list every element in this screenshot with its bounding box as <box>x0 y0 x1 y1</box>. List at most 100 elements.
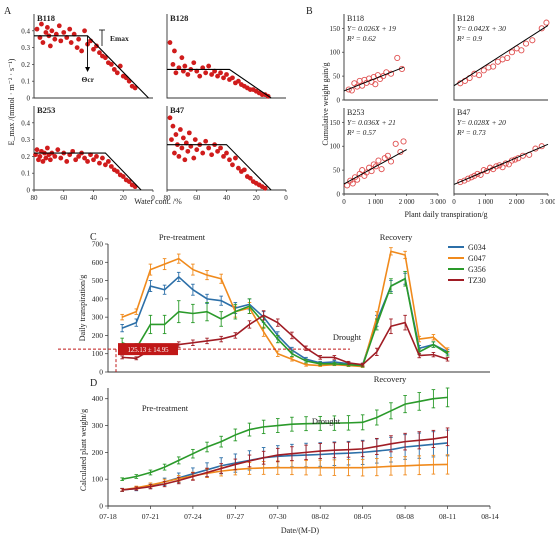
panel-b-xtick-label: 2 000 <box>509 198 525 206</box>
panel-a-fit-line <box>167 144 272 191</box>
panel-b-xtick-label: 0 <box>342 198 346 206</box>
panel-a-point <box>91 157 96 163</box>
panel-b-point <box>476 72 483 79</box>
panel-a-point <box>43 155 49 161</box>
panel-a-ytick-label: 0.4 <box>21 119 30 127</box>
panel-a-point <box>44 25 50 30</box>
panel-a-point <box>40 40 46 45</box>
panel-a-point <box>215 148 220 154</box>
panel-a-theta-label: Θcr <box>82 75 95 84</box>
panel-c-series-line <box>121 277 448 367</box>
panel-a-point <box>76 36 82 42</box>
panel-b-point <box>359 82 366 89</box>
panel-b-xtick-label: 3 000 <box>430 198 446 206</box>
panel-a-point <box>170 123 176 129</box>
panel-a-point <box>44 145 50 151</box>
panel-a-ytick-label: 0.4 <box>21 27 30 35</box>
panel-b-point <box>504 54 511 62</box>
panel-a-theta-arrowhead <box>85 67 91 72</box>
panel-b-subplot-label: B128 <box>457 14 474 23</box>
panel-a-fit-line <box>167 68 272 99</box>
panel-a-xtick-label: 80 <box>164 194 172 202</box>
panel-c-pretreatment-label: Pre-treatment <box>159 232 206 242</box>
panel-a-point <box>76 154 82 159</box>
panel-a-point <box>167 115 173 121</box>
panel-a-point <box>221 154 226 159</box>
panel-a-emax-label: Emax <box>110 34 129 43</box>
panel-a-point <box>176 154 182 159</box>
panel-a-point <box>179 145 185 151</box>
panel-b-point <box>523 40 530 47</box>
panel-a-point <box>185 148 191 154</box>
panel-a-point <box>58 38 64 44</box>
panel-c-legend-label: G356 <box>468 265 486 274</box>
panel-d-ytick-label: 200 <box>92 448 104 457</box>
panel-a-ytick-label: 0.1 <box>21 170 30 178</box>
panel-a-point <box>67 26 73 32</box>
panel-a-point <box>262 185 268 191</box>
panel-a-ytick-label: 0.1 <box>21 78 30 86</box>
panel-a-point <box>52 154 58 159</box>
panel-a-point <box>126 179 132 185</box>
panel-a-point <box>236 165 241 171</box>
panel-a-point <box>180 135 186 141</box>
panel-a-point <box>55 147 61 153</box>
panel-a-point <box>82 28 87 34</box>
panel-b-point <box>394 54 401 62</box>
panel-c-ytick-label: 300 <box>92 313 104 322</box>
panel-b-ytick-label: 0 <box>337 191 341 199</box>
panel-b-xtick-label: 2 000 <box>399 198 415 206</box>
panel-a-point <box>224 72 229 77</box>
panel-a-point <box>197 73 203 79</box>
panel-d-series-line <box>122 463 448 491</box>
panel-a-ytick-label: 0.3 <box>21 136 30 144</box>
panel-b-point <box>468 174 475 181</box>
panel-b-point <box>477 171 484 178</box>
panel-b-ytick-label: 100 <box>330 49 341 57</box>
panel-a-xtick-label: 40 <box>223 194 231 202</box>
panel-c-ytick-label: 400 <box>92 294 104 303</box>
panel-b-xtick-label: 1 000 <box>367 198 383 206</box>
panel-a-xtick-label: 20 <box>253 194 261 202</box>
panel-c-drought-label: Drought <box>333 332 362 342</box>
panel-a-point <box>37 154 43 159</box>
panel-d-xtick-label: 08-14 <box>481 512 499 521</box>
panel-a-point <box>108 62 114 67</box>
panel-a-axes <box>166 106 286 191</box>
panel-a-axes <box>166 14 286 99</box>
panel-b-point <box>493 163 500 170</box>
panel-c-ytick-label: 600 <box>92 258 104 267</box>
panel-a-point <box>227 157 232 163</box>
panel-c-ytick-label: 200 <box>92 331 104 340</box>
panel-a-point <box>186 130 192 136</box>
panel-a-point <box>209 152 215 158</box>
panel-a-point <box>247 175 253 181</box>
panel-a-point <box>111 67 117 72</box>
panel-c-ytick-label: 0 <box>99 368 103 377</box>
panel-b-point <box>345 86 352 93</box>
panel-a-point <box>105 159 111 164</box>
panel-b-point <box>543 19 550 26</box>
panel-b-point <box>375 157 382 164</box>
panel-d-pretreatment-label: Pre-treatment <box>142 403 189 413</box>
panel-a-xtick-label: 60 <box>60 194 68 202</box>
panel-b-ytick-label: 100 <box>330 143 341 151</box>
panel-d-ytick-label: 0 <box>99 502 103 511</box>
panel-b-point <box>465 175 472 182</box>
panel-a-ytick-label: 0.2 <box>21 61 30 69</box>
panel-a-point <box>200 150 206 156</box>
panel-d-xtick-label: 07-24 <box>184 512 202 521</box>
panel-b-point <box>387 158 395 165</box>
panel-d-ytick-label: 100 <box>92 475 104 484</box>
panel-a-point <box>203 138 209 144</box>
panel-letter-a: A <box>4 6 12 17</box>
panel-letter-d: D <box>90 378 97 389</box>
panel-b-r2: R² = 0.9 <box>456 34 482 43</box>
panel-a-point <box>203 70 209 76</box>
panel-d-drought-label: Drought <box>312 416 341 426</box>
panel-d-xtick-label: 07-27 <box>227 512 245 521</box>
panel-a-point <box>79 48 84 54</box>
panel-a-point <box>91 46 96 52</box>
panel-a-fit-line <box>34 152 142 191</box>
panel-b-point <box>351 80 358 87</box>
